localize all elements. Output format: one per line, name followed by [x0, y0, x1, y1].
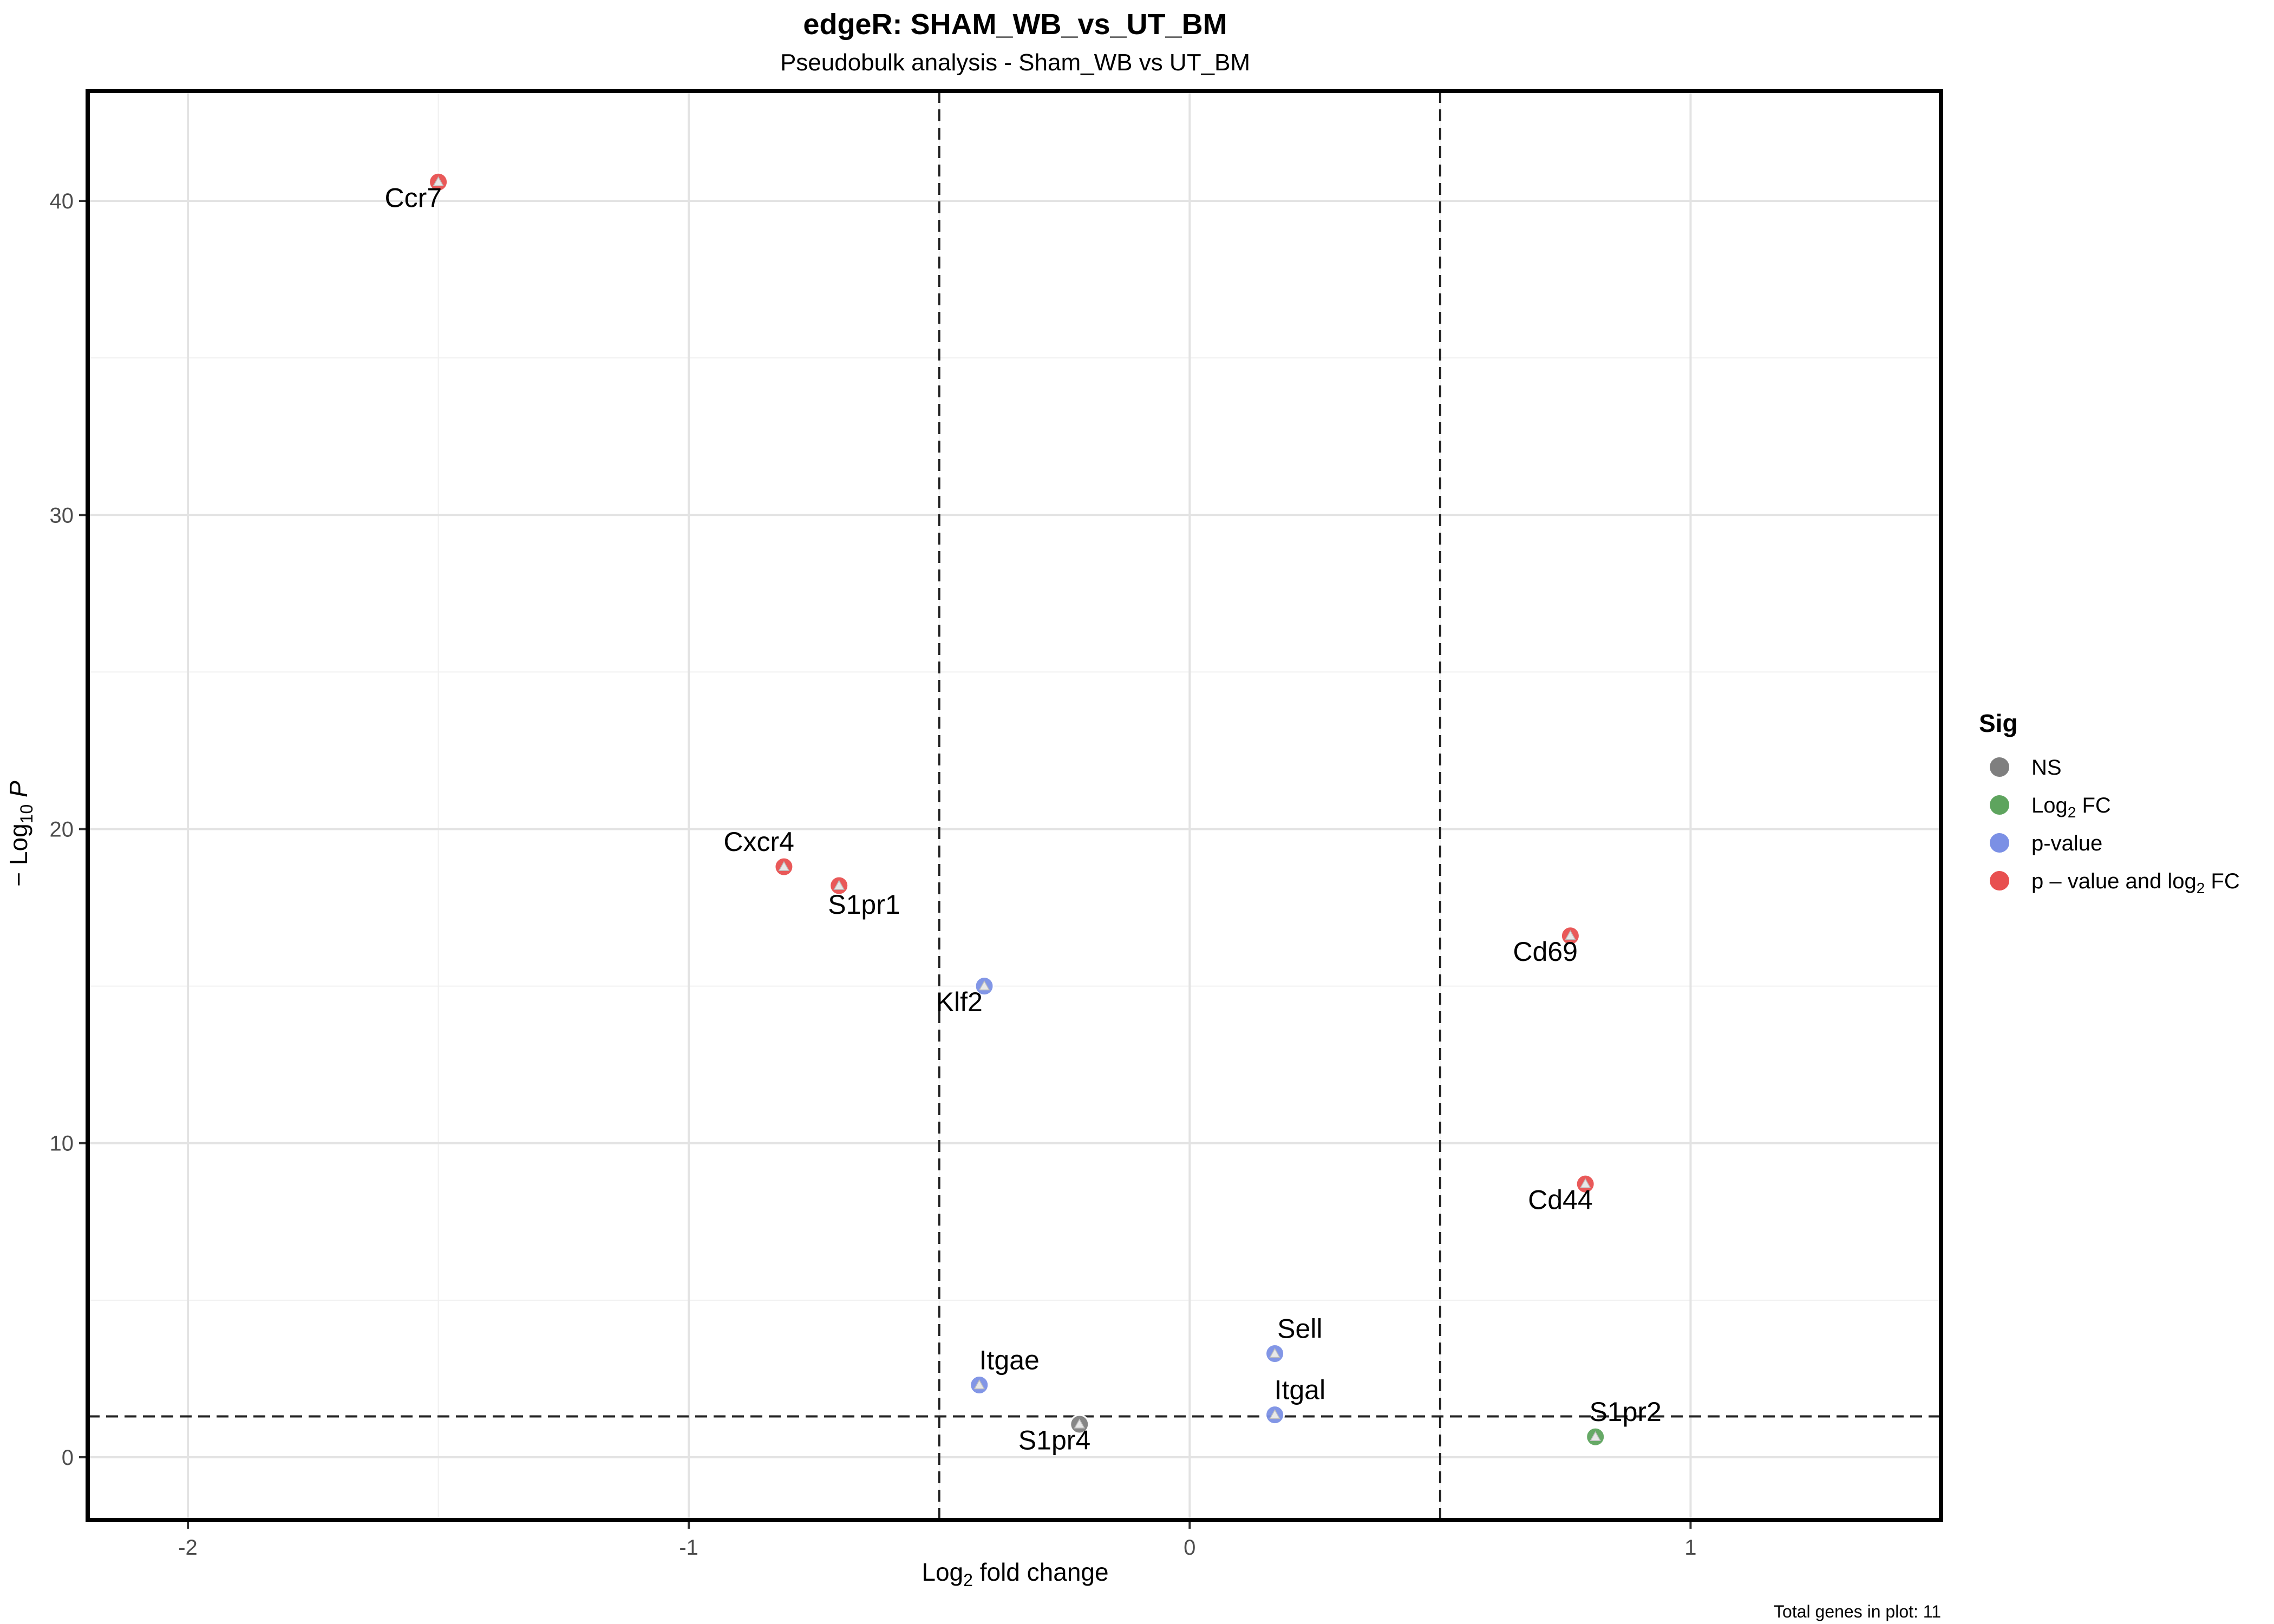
point-glyph: [1269, 1409, 1280, 1419]
point-glyph: [778, 861, 790, 871]
y-tick-label: 20: [50, 818, 74, 842]
point-s1pr1: [829, 875, 850, 896]
gene-label-cd69: Cd69: [1513, 937, 1578, 967]
legend-label: NS: [2031, 756, 2062, 780]
chart-subtitle: Pseudobulk analysis - Sham_WB vs UT_BM: [780, 49, 1250, 76]
gene-label-s1pr4: S1pr4: [1018, 1425, 1090, 1455]
gene-label-itgae: Itgae: [979, 1345, 1040, 1375]
gene-label-s1pr2: S1pr2: [1589, 1397, 1661, 1427]
legend-swatch: [1989, 756, 2010, 778]
y-axis: 0 10 20 30 40: [50, 189, 86, 1470]
x-tick-label: 1: [1684, 1536, 1696, 1560]
point-glyph: [433, 176, 444, 187]
y-axis-title: − Log10 P: [4, 781, 36, 887]
gene-label-ccr7: Ccr7: [385, 183, 442, 213]
gene-label-klf2: Klf2: [936, 987, 983, 1017]
gene-label-cd44: Cd44: [1528, 1185, 1593, 1215]
point-glyph: [1074, 1418, 1086, 1429]
point-ccr7: [428, 172, 449, 192]
legend-item-ns: NS: [1989, 756, 2062, 780]
legend-title: Sig: [1979, 709, 2018, 737]
point-cd44: [1575, 1174, 1596, 1194]
y-tick-label: 10: [50, 1132, 74, 1156]
x-axis: -2 -1 0 1: [178, 1522, 1697, 1560]
point-glyph: [978, 980, 990, 991]
legend-item-p: p-value: [1989, 831, 2102, 855]
data-points: [428, 172, 1606, 1447]
legend-label: Log2 FC: [2031, 794, 2111, 821]
gene-labels: Ccr7 Cxcr4 S1pr1 Klf2 Cd69 Cd44 Sell Itgae Itgal…: [385, 183, 1662, 1456]
legend-item-p_fc: p – value and log2 FC: [1989, 869, 2240, 896]
gene-label-s1pr1: S1pr1: [828, 889, 900, 920]
point-glyph: [1579, 1178, 1591, 1188]
legend-swatch: [1989, 794, 2010, 816]
point-s1pr4: [1069, 1414, 1090, 1435]
legend-label: p-value: [2031, 831, 2102, 855]
chart-title: edgeR: SHAM_WB_vs_UT_BM: [803, 8, 1227, 41]
y-tick-label: 40: [50, 189, 74, 213]
point-glyph: [1269, 1347, 1280, 1358]
point-glyph: [833, 880, 845, 890]
legend-swatch: [1989, 870, 2010, 892]
y-tick-label: 30: [50, 503, 74, 527]
point-glyph: [973, 1379, 985, 1390]
point-klf2: [974, 976, 995, 997]
x-tick-label: 0: [1184, 1536, 1195, 1560]
legend-swatch: [1989, 832, 2010, 854]
legend-item-fc: Log2 FC: [1989, 794, 2111, 821]
legend-label: p – value and log2 FC: [2031, 869, 2240, 896]
legend: Sig NS Log2 FC p-value p – value and log2 FC: [1979, 709, 2240, 896]
x-axis-title: Log2 fold change: [922, 1558, 1108, 1590]
point-sell: [1265, 1343, 1285, 1364]
x-tick-label: -2: [178, 1536, 198, 1560]
x-tick-label: -1: [679, 1536, 698, 1560]
point-itgal: [1265, 1405, 1285, 1425]
grid-major: [88, 91, 1941, 1520]
point-s1pr2: [1585, 1426, 1606, 1447]
plot-panel-border: [86, 89, 1943, 1522]
gene-label-cxcr4: Cxcr4: [723, 827, 794, 857]
point-cd69: [1560, 926, 1580, 946]
point-glyph: [1565, 930, 1576, 940]
y-tick-label: 0: [62, 1446, 74, 1470]
point-glyph: [1590, 1431, 1601, 1441]
point-itgae: [969, 1375, 990, 1396]
cutoff-lines: [88, 91, 1941, 1520]
chart-caption: Total genes in plot: 11: [1774, 1602, 1941, 1621]
point-cxcr4: [774, 856, 794, 877]
gene-label-sell: Sell: [1277, 1313, 1322, 1344]
gene-label-itgal: Itgal: [1275, 1375, 1326, 1405]
